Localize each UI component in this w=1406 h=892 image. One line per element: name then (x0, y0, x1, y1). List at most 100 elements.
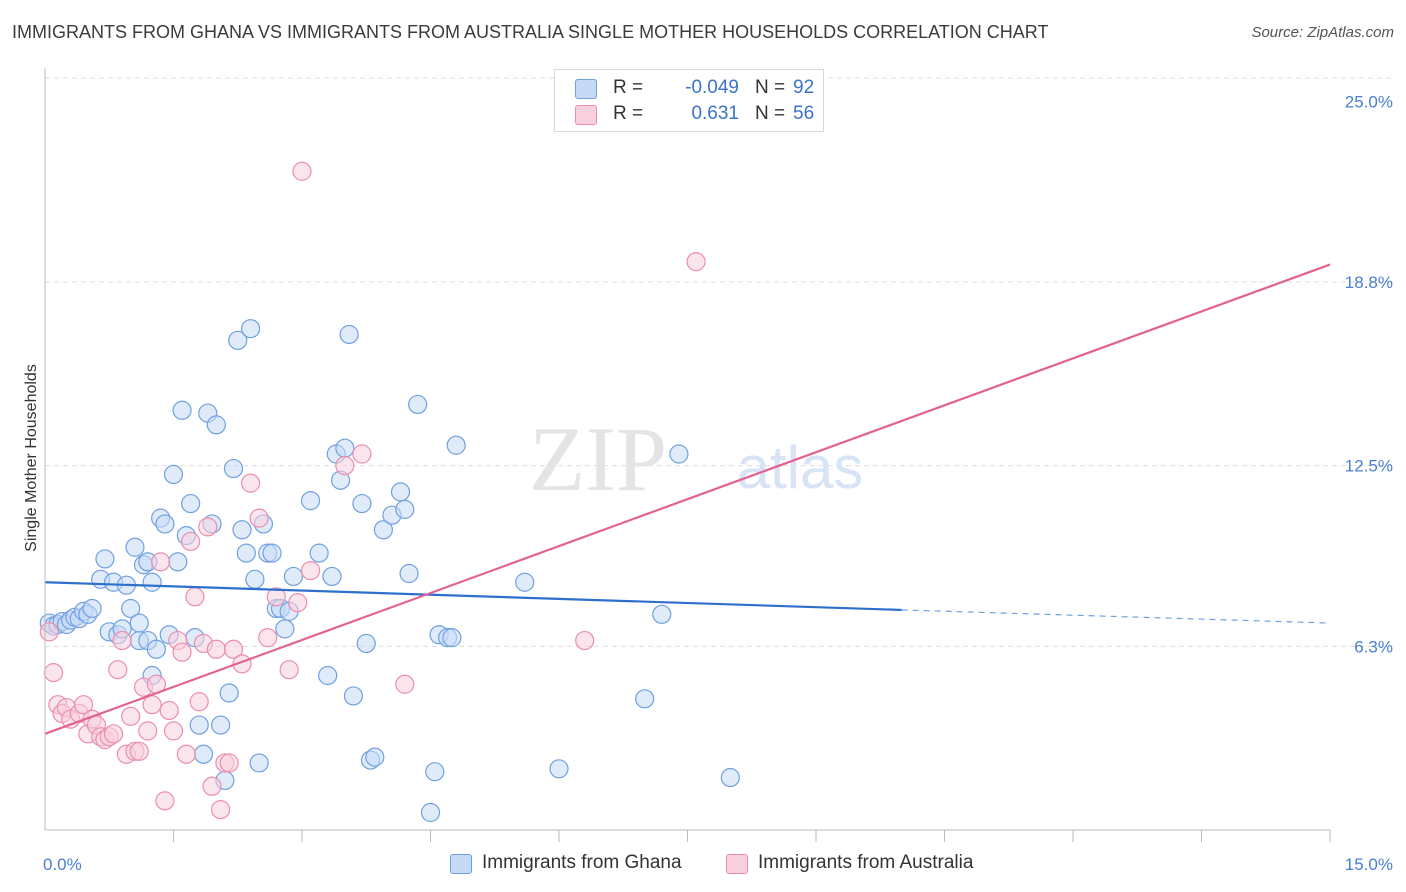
australia-point (219, 753, 239, 773)
australia-point (155, 791, 175, 811)
ghana-point (652, 604, 672, 624)
australia-point (159, 700, 179, 721)
australia-point (575, 630, 595, 651)
australia-point (198, 517, 218, 537)
r-label: R = (613, 77, 644, 98)
australia-point (151, 552, 171, 572)
y-axis-label: Single Mother Households (23, 364, 40, 552)
ghana-point (219, 683, 239, 703)
australia-point (138, 721, 158, 741)
legend-item-ghana[interactable]: Immigrants from Ghana (450, 851, 710, 877)
australia-point (39, 622, 59, 642)
australia-point (176, 744, 196, 764)
australia-point (258, 628, 278, 648)
australia-point (241, 473, 261, 493)
ghana-point (318, 665, 338, 686)
australia-point (112, 630, 132, 651)
ghana-point (515, 572, 535, 592)
ghana-point (373, 520, 393, 540)
ghana-point (425, 762, 445, 782)
points-layer (39, 161, 740, 823)
australia-point (292, 161, 312, 181)
australia-point (73, 695, 94, 715)
australia-swatch-icon (575, 105, 597, 125)
australia-point (279, 660, 299, 680)
r-value: -0.049 (685, 77, 739, 98)
australia-point (103, 724, 124, 744)
ghana-point (549, 759, 569, 779)
australia-point (686, 252, 706, 272)
ghana-point (95, 549, 115, 569)
n-value: 92 (793, 77, 815, 98)
ghana-point (241, 319, 261, 339)
ghana-point (146, 639, 166, 659)
ghana-point (309, 543, 329, 563)
ghana-point (206, 415, 226, 435)
ghana-point (352, 493, 372, 514)
ghana-point (125, 537, 145, 557)
ghana-point (446, 435, 466, 455)
ghana-point (228, 330, 248, 350)
australia-point (142, 695, 162, 715)
legend-label-australia: Immigrants from Australia (758, 852, 974, 873)
source-label: Source: ZipAtlas.com (1251, 24, 1394, 41)
australia-point (211, 799, 231, 820)
ghana-point (121, 598, 141, 619)
australia-point (266, 587, 286, 607)
ghana-point (172, 400, 192, 420)
ghana-point (339, 324, 359, 345)
ghana-legend-icon (450, 854, 472, 874)
ghana-point (283, 566, 304, 587)
ghana-point (155, 514, 175, 534)
australia-point (300, 560, 321, 581)
ghana-point (420, 802, 441, 823)
australia-point (43, 663, 64, 683)
ghana-point (635, 689, 655, 709)
australia-trend-line (44, 263, 1331, 735)
ghana-point (223, 458, 244, 479)
legend-item-australia[interactable]: Immigrants from Australia (726, 851, 1016, 877)
ghana-point (163, 464, 184, 485)
ghana-point (249, 753, 269, 773)
ghana-point (343, 686, 363, 706)
ghana-point (322, 566, 342, 587)
australia-point (352, 444, 372, 464)
ghana-point (193, 744, 214, 764)
r-label: R = (613, 103, 644, 124)
australia-point (206, 639, 226, 659)
australia-point (288, 593, 308, 613)
australia-point (172, 642, 192, 662)
ghana-point (275, 619, 295, 639)
y-tick-label: 25.0% (1345, 92, 1393, 111)
ghana-trend-extension (901, 609, 1331, 624)
australia-point (108, 660, 128, 680)
ghana-point (390, 482, 411, 502)
ghana-point (442, 628, 462, 648)
chart-title: IMMIGRANTS FROM GHANA VS IMMIGRANTS FROM… (12, 22, 1049, 42)
ghana-point (211, 715, 231, 735)
ghana-point (232, 520, 252, 540)
x-tick-label: 15.0% (1345, 855, 1393, 874)
correlation-legend: R = -0.049 N = 92 R = 0.631 N = 56 (554, 69, 824, 132)
r-value: 0.631 (691, 103, 739, 124)
ghana-trend-line (44, 581, 902, 612)
y-tick-label: 6.3% (1354, 637, 1393, 656)
ghana-point (395, 499, 415, 519)
n-label: N = (755, 77, 786, 98)
ghana-point (245, 569, 265, 589)
ghana-point (720, 767, 740, 788)
ghana-swatch-icon (575, 79, 597, 99)
australia-point (181, 531, 201, 552)
ghana-point (189, 715, 209, 735)
y-tick-label: 18.8% (1345, 273, 1393, 292)
legend-label-ghana: Immigrants from Ghana (482, 852, 682, 873)
n-label: N = (755, 103, 786, 124)
australia-point (189, 692, 209, 712)
ghana-point (365, 747, 385, 767)
ghana-point (335, 438, 355, 458)
ghana-point (82, 598, 102, 619)
watermark-zip: ZIP (529, 408, 667, 510)
australia-point (335, 456, 355, 476)
ghana-point (262, 543, 282, 563)
